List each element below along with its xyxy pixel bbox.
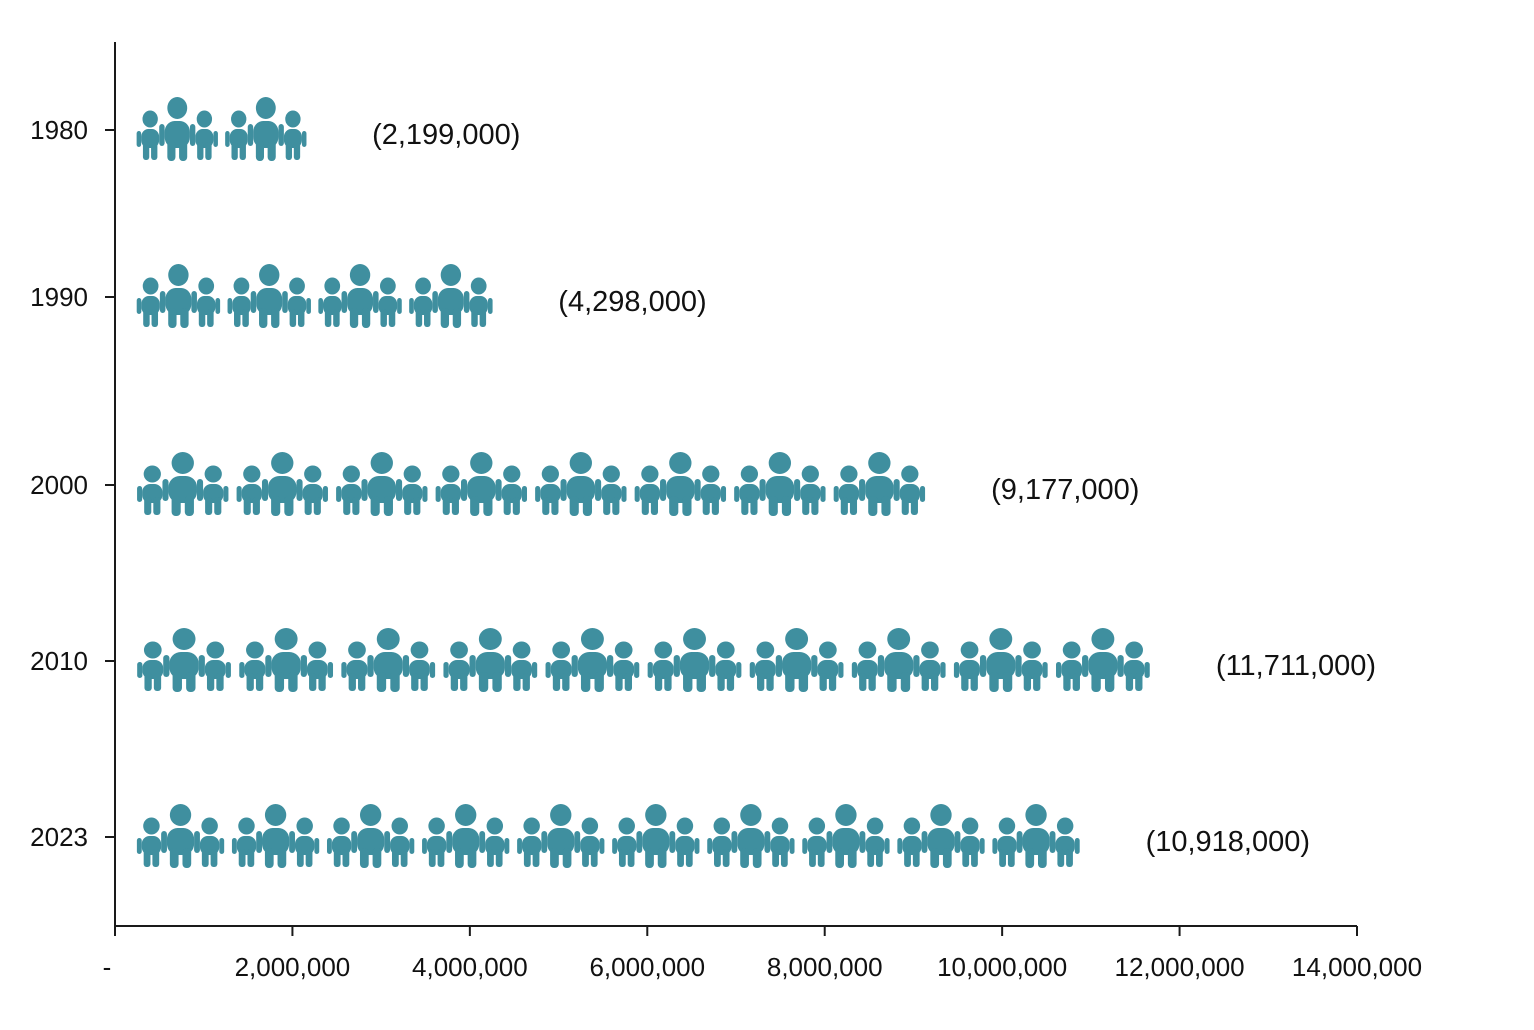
x-tick-label: 12,000,000 — [1115, 952, 1245, 982]
people-group-icon — [227, 264, 311, 328]
x-axis: - 2,000,000 4,000,000 6,000,000 8,000,000 10,… — [103, 926, 1422, 982]
people-group-icon — [517, 804, 605, 868]
data-label: (9,177,000) — [991, 474, 1139, 506]
x-tick-label: - — [103, 952, 112, 982]
x-tick-label: 8,000,000 — [767, 952, 883, 982]
people-group-icon — [833, 452, 926, 516]
people-group-icon — [137, 452, 229, 516]
people-group-icon — [1056, 628, 1150, 692]
people-group-icon — [851, 628, 946, 692]
people-group-icon — [634, 452, 727, 516]
people-group-icon — [136, 97, 218, 161]
pictograph-bar — [137, 452, 926, 516]
people-group-icon — [239, 628, 334, 692]
x-tick-label: 10,000,000 — [937, 952, 1067, 982]
people-group-icon — [734, 452, 826, 516]
data-labels: (2,199,000) (4,298,000) (9,177,000) (11,711… — [372, 119, 1376, 858]
pictograph-bar — [136, 804, 1080, 868]
pictograph-bar — [137, 628, 1150, 692]
people-group-icon — [707, 804, 795, 868]
people-group-icon — [409, 264, 493, 328]
people-group-icon — [802, 804, 890, 868]
people-group-icon — [897, 804, 985, 868]
y-category-label: 2023 — [30, 822, 88, 852]
x-tick-label: 2,000,000 — [235, 952, 351, 982]
people-group-icon — [336, 452, 428, 516]
y-category-label: 2000 — [30, 470, 88, 500]
people-group-icon — [749, 628, 844, 692]
people-group-icon — [231, 804, 320, 868]
people-group-icon — [136, 804, 225, 868]
pictograph-bar — [136, 264, 493, 328]
people-group-icon — [953, 628, 1048, 692]
people-group-icon — [612, 804, 700, 868]
y-category-label: 2010 — [30, 646, 88, 676]
people-group-icon — [647, 628, 742, 692]
people-group-icon — [443, 628, 538, 692]
people-group-icon — [326, 804, 415, 868]
people-group-icon — [341, 628, 436, 692]
people-group-icon — [545, 628, 640, 692]
y-category-label: 1980 — [30, 115, 88, 145]
x-tick-label: 14,000,000 — [1292, 952, 1422, 982]
people-group-icon — [318, 264, 402, 328]
people-group-icon — [136, 264, 221, 328]
x-tick-label: 4,000,000 — [412, 952, 528, 982]
data-label: (4,298,000) — [558, 286, 706, 318]
data-label: (2,199,000) — [372, 119, 520, 151]
data-label: (10,918,000) — [1146, 826, 1310, 858]
people-group-icon — [422, 804, 510, 868]
people-group-icon — [992, 804, 1080, 868]
data-label: (11,711,000) — [1216, 650, 1376, 682]
people-group-icon — [225, 97, 307, 161]
y-axis-categories: 1980 1990 2000 2010 2023 — [30, 115, 115, 852]
y-category-label: 1990 — [30, 282, 88, 312]
people-group-icon — [535, 452, 627, 516]
people-group-icon — [435, 452, 528, 516]
people-group-icon — [236, 452, 328, 516]
pictograph-bar — [136, 97, 307, 161]
x-tick-label: 6,000,000 — [589, 952, 705, 982]
people-group-icon — [137, 628, 231, 692]
